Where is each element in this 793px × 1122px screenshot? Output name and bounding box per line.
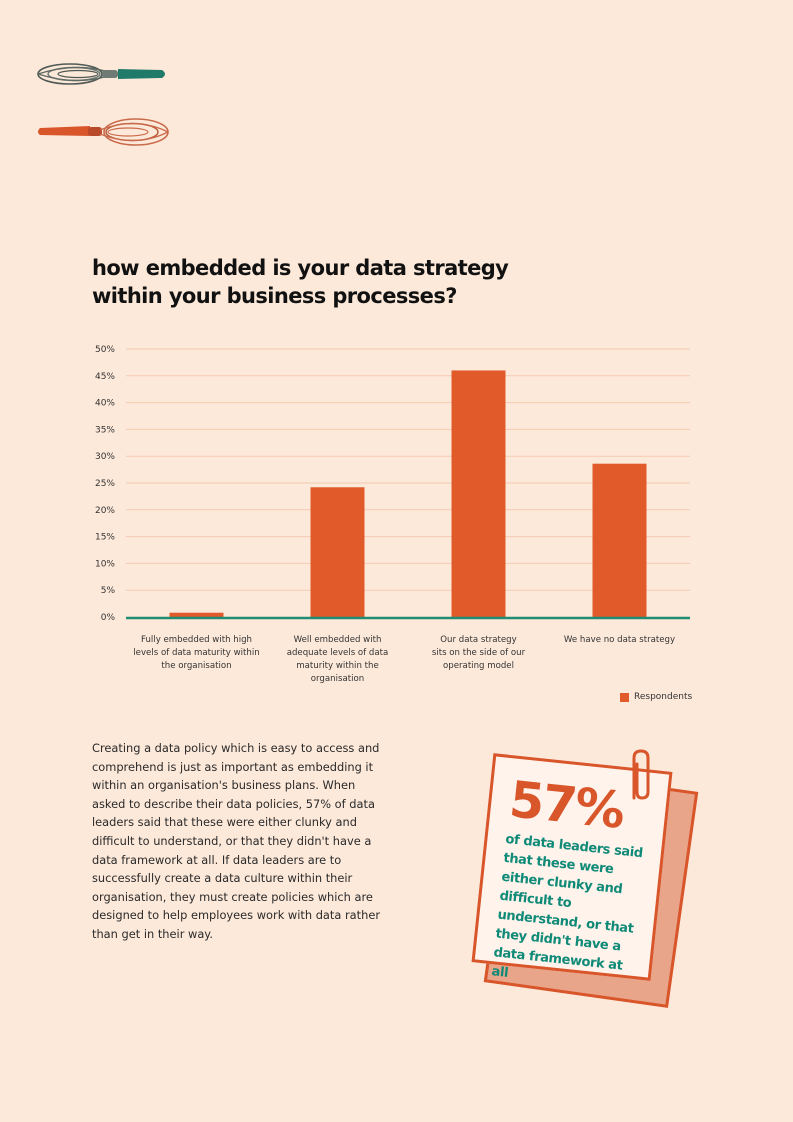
y-tick-label: 15% xyxy=(95,533,115,543)
bar xyxy=(592,463,647,617)
legend-swatch xyxy=(620,692,629,702)
bar-chart: 0% 5% 10% 15% 20% 25% 30% 35% 40% 45% 50% Fully emb… xyxy=(95,345,690,684)
body-paragraph: Creating a data policy which is easy to … xyxy=(92,741,381,941)
y-tick-label: 30% xyxy=(95,452,115,462)
y-tick-label: 0% xyxy=(101,613,116,623)
paperclip-icon xyxy=(632,749,650,800)
x-category-label: Well embedded with adequate levels of dat… xyxy=(287,635,389,684)
bar xyxy=(451,370,506,617)
y-tick-label: 10% xyxy=(95,559,115,569)
bar xyxy=(169,612,224,617)
y-tick-label: 35% xyxy=(95,425,115,435)
whisk-green-icon xyxy=(37,63,165,85)
legend-label: Respondents xyxy=(634,692,693,702)
y-tick-label: 20% xyxy=(95,506,115,516)
whisk-red-icon xyxy=(38,118,169,146)
y-tick-label: 50% xyxy=(95,345,115,355)
x-category-label: Fully embedded with high levels of data m… xyxy=(133,635,259,671)
callout-text: of data leaders said that these were eit… xyxy=(490,831,644,981)
x-category-label: Our data strategy sits on the side of our… xyxy=(432,635,526,671)
bar xyxy=(310,487,365,617)
chart-legend: Respondents xyxy=(620,692,692,702)
sticky-note-callout: 57% of data leaders said that these were… xyxy=(470,748,710,1028)
y-tick-label: 5% xyxy=(101,586,116,596)
y-tick-label: 40% xyxy=(95,399,115,409)
y-tick-label: 45% xyxy=(95,372,115,382)
x-category-label: We have no data strategy xyxy=(564,635,675,645)
y-tick-label: 25% xyxy=(95,479,115,489)
chart-title: how embedded is your data strategy withi… xyxy=(92,256,509,308)
